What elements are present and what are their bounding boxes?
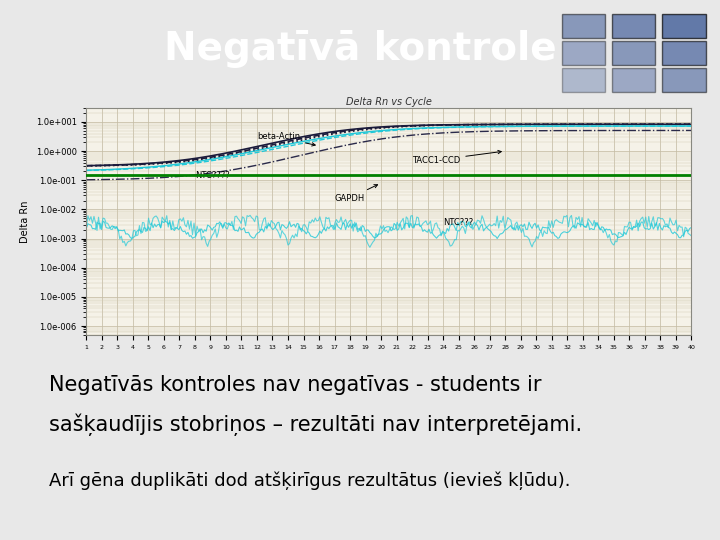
FancyBboxPatch shape [662, 14, 706, 38]
Text: Arī gēna duplikāti dod atšķirīgus rezultātus (ievieš kļūdu).: Arī gēna duplikāti dod atšķirīgus rezult… [49, 472, 571, 490]
FancyBboxPatch shape [662, 41, 706, 65]
FancyBboxPatch shape [612, 68, 655, 92]
Text: Negatīvās kontroles nav negatīvas - students ir: Negatīvās kontroles nav negatīvas - stud… [49, 375, 541, 395]
FancyBboxPatch shape [562, 41, 605, 65]
FancyBboxPatch shape [612, 14, 655, 38]
FancyBboxPatch shape [612, 41, 655, 65]
Text: TACC1-CCD: TACC1-CCD [412, 150, 501, 165]
FancyBboxPatch shape [562, 68, 605, 92]
FancyBboxPatch shape [562, 14, 605, 38]
Text: NTC???: NTC??? [443, 218, 473, 227]
FancyBboxPatch shape [662, 68, 706, 92]
Text: beta-Actin: beta-Actin [257, 132, 315, 146]
Title: Delta Rn vs Cycle: Delta Rn vs Cycle [346, 97, 432, 107]
Text: NTC????: NTC???? [195, 171, 230, 180]
Text: Negatīvā kontrole: Negatīvā kontrole [163, 30, 557, 68]
Text: GAPDH: GAPDH [335, 185, 377, 202]
Text: sašķaudījis stobriņos – rezultāti nav interpretējami.: sašķaudījis stobriņos – rezultāti nav in… [49, 414, 582, 436]
Y-axis label: Delta Rn: Delta Rn [20, 200, 30, 242]
